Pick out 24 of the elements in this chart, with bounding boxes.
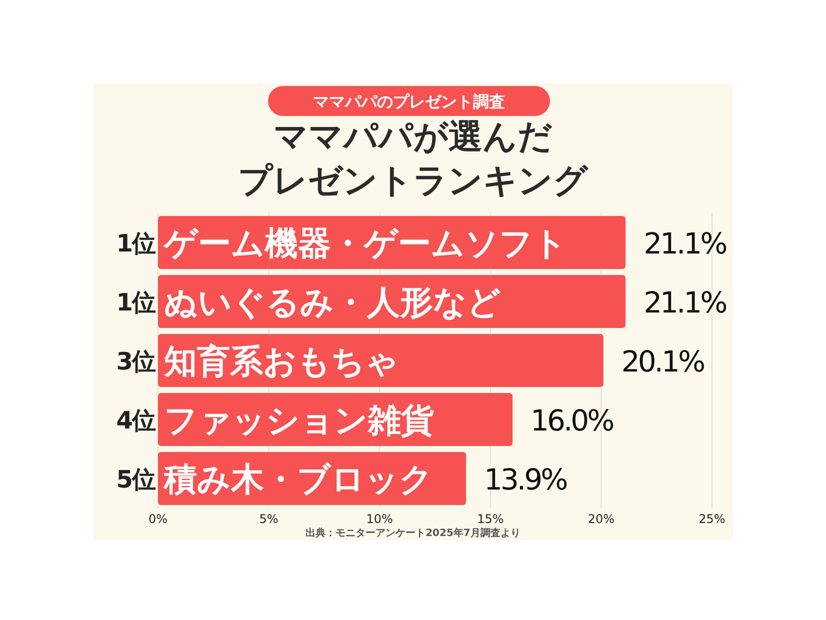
- chart-title: ママパパが選んだプレゼントランキング: [238, 117, 589, 201]
- y-tick-label: ぬいぐるみ・人形など: [164, 282, 501, 322]
- y-tick-label: ゲーム機器・ゲームソフト: [163, 224, 567, 262]
- y-tick-label: ファッション雑貨: [164, 400, 434, 440]
- x-tick-label: 25%: [698, 512, 726, 526]
- text: 1位: [116, 288, 156, 316]
- data-label: 16.0%: [530, 404, 614, 438]
- y-tick-label: 積み木・ブロック: [163, 460, 433, 498]
- x-tick-label: 20%: [588, 512, 615, 526]
- x-tick-label: 15%: [477, 512, 504, 526]
- text: 3位: [116, 348, 156, 376]
- x-tick-label: 0%: [148, 512, 168, 526]
- text: 4位: [116, 406, 156, 434]
- source-note: 出典：モニターアンケート2025年7月調査より: [306, 527, 520, 539]
- chart-subtitle: ママパパのプレゼント調査: [313, 92, 505, 111]
- data-label: 21.1%: [644, 226, 726, 260]
- data-label: 20.1%: [621, 344, 704, 378]
- x-tick-label: 5%: [259, 512, 278, 526]
- y-tick-label: 知育系おもちゃ: [163, 342, 399, 380]
- data-label: 21.1%: [644, 286, 726, 320]
- x-tick-label: 10%: [366, 512, 393, 526]
- text: 1位: [116, 230, 156, 258]
- data-label: 13.9%: [484, 462, 567, 496]
- text: 5位: [116, 466, 156, 494]
